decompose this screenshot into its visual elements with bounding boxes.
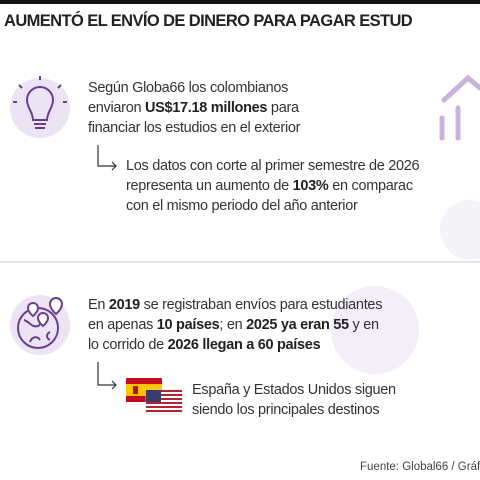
highlight: 103%: [292, 178, 329, 194]
arrow: [97, 145, 116, 167]
text: en apenas: [88, 317, 157, 333]
intro-text: Según Globa66 los colombianos enviaron U…: [88, 78, 300, 138]
text: siendo los principales destinos: [192, 402, 380, 418]
text: en comparac: [328, 178, 413, 194]
highlight: 2019: [108, 297, 140, 313]
globe-icon: [17, 297, 64, 349]
text: financiar los estudios en el exterior: [88, 120, 301, 136]
highlight: US$17.18 millones: [144, 100, 268, 116]
text: y en: [348, 317, 380, 333]
text: España y Estados Unidos siguen: [192, 382, 396, 398]
text: ; en: [219, 317, 247, 333]
text: para: [267, 100, 299, 116]
arrow: [97, 362, 116, 386]
highlight: 10 países: [156, 317, 220, 333]
title: AUMENTÓ EL ENVÍO DE DINERO PARA PAGAR ES…: [4, 12, 413, 30]
text: Los datos con corte al primer semestre d…: [126, 158, 420, 174]
bg-circle: [440, 200, 480, 260]
text: En: [88, 297, 109, 313]
text: representa un aumento de: [126, 178, 293, 194]
icon-circle: [10, 78, 70, 138]
detail-text: Los datos con corte al primer semestre d…: [126, 156, 420, 216]
top-bar: [0, 0, 480, 4]
highlight: 2025 ya eran 55: [246, 317, 349, 333]
arrow-head: [111, 380, 117, 390]
bulb-icon: [13, 76, 67, 129]
text: Según Globa66 los colombianos: [88, 80, 289, 96]
text: con el mismo periodo del año anterior: [126, 198, 358, 214]
bg-circle: [331, 286, 419, 374]
intro-text: En 2019 se registraban envíos para estud…: [88, 295, 382, 355]
detail-text: España y Estados Unidos siguen siendo lo…: [192, 380, 396, 420]
chart-icon: [439, 74, 480, 141]
highlight: 2026 llegan a 60 países: [167, 337, 321, 353]
arrow-head: [111, 161, 117, 171]
text: se registraban envíos para estudiantes: [139, 297, 383, 313]
flag-usa: [145, 389, 183, 415]
text: enviaron: [88, 100, 145, 116]
text: lo corrido de: [88, 337, 168, 353]
source: Fuente: Global66 / Gráf: [360, 461, 480, 473]
